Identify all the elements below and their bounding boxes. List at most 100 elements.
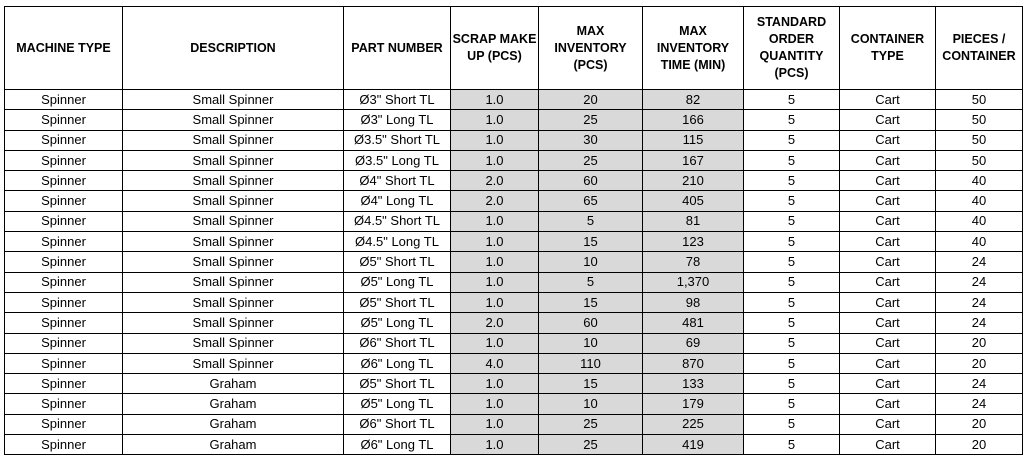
machine-type-cell: Spinner (4, 434, 123, 456)
header-container-type: CONTAINER TYPE (839, 6, 936, 90)
container-type-cell: Cart (839, 291, 936, 314)
machine-type-cell: Spinner (4, 190, 123, 212)
standard-order-quantity-cell: 5 (743, 312, 840, 334)
max-inventory-cell: 5 (538, 210, 643, 233)
container-type-cell: Cart (839, 251, 936, 273)
standard-order-quantity-cell: 5 (743, 373, 840, 395)
part-number-cell: Ø4" Long TL (343, 190, 451, 212)
max-inventory-cell: 25 (538, 434, 643, 456)
max-inventory-time-cell: 405 (642, 190, 744, 212)
table-row: Spinner Small Spinner Ø6" Long TL 4.0 110 870… (4, 352, 1023, 375)
part-number-cell: Ø3.5" Long TL (343, 149, 451, 172)
scrap-make-up-cell: 2.0 (450, 312, 539, 334)
scrap-make-up-cell: 1.0 (450, 373, 539, 395)
standard-order-quantity-cell: 5 (743, 170, 840, 192)
part-number-cell: Ø5" Long TL (343, 271, 451, 293)
machine-type-cell: Spinner (4, 88, 123, 111)
scrap-make-up-cell: 1.0 (450, 434, 539, 456)
description-cell: Graham (122, 413, 344, 436)
description-cell: Small Spinner (122, 332, 344, 354)
container-type-cell: Cart (839, 312, 936, 334)
machine-type-cell: Spinner (4, 393, 123, 415)
table-row: Spinner Small Spinner Ø4" Long TL 2.0 65 405 5… (4, 190, 1023, 212)
scrap-make-up-cell: 1.0 (450, 231, 539, 253)
header-description: DESCRIPTION (122, 6, 344, 90)
header-part-number: PART NUMBER (343, 6, 451, 90)
machine-type-cell: Spinner (4, 291, 123, 314)
container-type-cell: Cart (839, 129, 936, 151)
table-row: Spinner Small Spinner Ø3.5" Short TL 1.0 30 1… (4, 129, 1023, 151)
header-machine-type: MACHINE TYPE (4, 6, 123, 90)
max-inventory-cell: 25 (538, 149, 643, 172)
standard-order-quantity-cell: 5 (743, 291, 840, 314)
pieces-per-container-cell: 20 (935, 413, 1023, 436)
max-inventory-time-cell: 98 (642, 291, 744, 314)
pieces-per-container-cell: 40 (935, 210, 1023, 233)
container-type-cell: Cart (839, 231, 936, 253)
table-row: Spinner Small Spinner Ø5" Short TL 1.0 10 78 5… (4, 251, 1023, 273)
max-inventory-cell: 10 (538, 332, 643, 354)
machine-type-cell: Spinner (4, 149, 123, 172)
part-number-cell: Ø4.5" Long TL (343, 231, 451, 253)
machine-type-cell: Spinner (4, 332, 123, 354)
max-inventory-time-cell: 133 (642, 373, 744, 395)
description-cell: Small Spinner (122, 149, 344, 172)
pieces-per-container-cell: 50 (935, 129, 1023, 151)
description-cell: Small Spinner (122, 109, 344, 131)
part-number-cell: Ø5" Short TL (343, 373, 451, 395)
table-row: Spinner Small Spinner Ø6" Short TL 1.0 10 69 5… (4, 332, 1023, 354)
header-scrap-make-up: SCRAP MAKE UP (PCS) (450, 6, 539, 90)
max-inventory-cell: 30 (538, 129, 643, 151)
machine-type-cell: Spinner (4, 352, 123, 375)
max-inventory-time-cell: 82 (642, 88, 744, 111)
container-type-cell: Cart (839, 393, 936, 415)
part-number-cell: Ø6" Short TL (343, 332, 451, 354)
description-cell: Small Spinner (122, 88, 344, 111)
max-inventory-time-cell: 81 (642, 210, 744, 233)
inventory-table: MACHINE TYPE DESCRIPTION PART NUMBER SCR… (4, 6, 1023, 456)
table-row: Spinner Graham Ø6" Short TL 1.0 25 225 5 Cart 20 (4, 413, 1023, 436)
machine-type-cell: Spinner (4, 210, 123, 233)
table-row: Spinner Small Spinner Ø3" Short TL 1.0 20 82 5… (4, 88, 1023, 111)
pieces-per-container-cell: 24 (935, 251, 1023, 273)
pieces-per-container-cell: 20 (935, 352, 1023, 375)
max-inventory-cell: 110 (538, 352, 643, 375)
part-number-cell: Ø6" Long TL (343, 434, 451, 456)
machine-type-cell: Spinner (4, 271, 123, 293)
scrap-make-up-cell: 2.0 (450, 170, 539, 192)
table-row: Spinner Small Spinner Ø3" Long TL 1.0 25 166 5… (4, 109, 1023, 131)
standard-order-quantity-cell: 5 (743, 434, 840, 456)
description-cell: Small Spinner (122, 129, 344, 151)
part-number-cell: Ø5" Long TL (343, 393, 451, 415)
part-number-cell: Ø3" Short TL (343, 88, 451, 111)
max-inventory-time-cell: 78 (642, 251, 744, 273)
description-cell: Small Spinner (122, 251, 344, 273)
max-inventory-time-cell: 225 (642, 413, 744, 436)
max-inventory-time-cell: 870 (642, 352, 744, 375)
standard-order-quantity-cell: 5 (743, 393, 840, 415)
pieces-per-container-cell: 20 (935, 332, 1023, 354)
scrap-make-up-cell: 1.0 (450, 149, 539, 172)
scrap-make-up-cell: 1.0 (450, 271, 539, 293)
max-inventory-cell: 15 (538, 373, 643, 395)
container-type-cell: Cart (839, 170, 936, 192)
pieces-per-container-cell: 20 (935, 434, 1023, 456)
standard-order-quantity-cell: 5 (743, 210, 840, 233)
table-row: Spinner Graham Ø5" Short TL 1.0 15 133 5 Cart 24 (4, 373, 1023, 395)
scrap-make-up-cell: 4.0 (450, 352, 539, 375)
max-inventory-time-cell: 115 (642, 129, 744, 151)
description-cell: Small Spinner (122, 190, 344, 212)
part-number-cell: Ø6" Long TL (343, 352, 451, 375)
standard-order-quantity-cell: 5 (743, 88, 840, 111)
description-cell: Small Spinner (122, 291, 344, 314)
max-inventory-time-cell: 210 (642, 170, 744, 192)
part-number-cell: Ø3" Long TL (343, 109, 451, 131)
header-pieces-per-container: PIECES / CONTAINER (935, 6, 1023, 90)
pieces-per-container-cell: 40 (935, 170, 1023, 192)
table-row: Spinner Small Spinner Ø4" Short TL 2.0 60 210… (4, 170, 1023, 192)
description-cell: Small Spinner (122, 352, 344, 375)
standard-order-quantity-cell: 5 (743, 231, 840, 253)
max-inventory-time-cell: 1,370 (642, 271, 744, 293)
scrap-make-up-cell: 1.0 (450, 251, 539, 273)
table-row: Spinner Graham Ø6" Long TL 1.0 25 419 5 Cart 20 (4, 434, 1023, 456)
